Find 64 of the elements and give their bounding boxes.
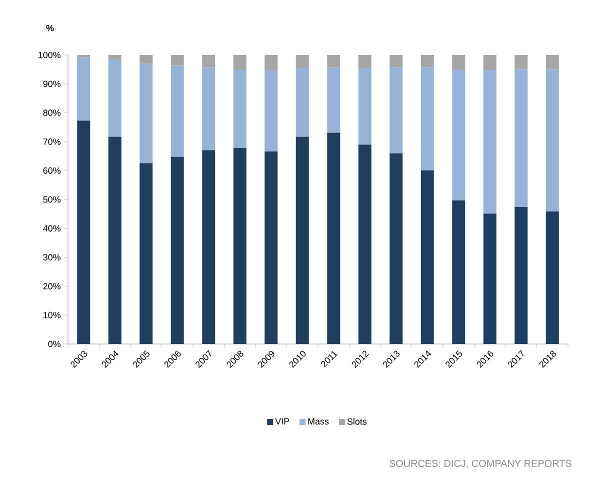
- bar: [483, 54, 496, 70]
- bar: [296, 68, 309, 137]
- y-tick-label: 10%: [44, 312, 60, 318]
- y-tick-label: 100%: [38, 52, 60, 58]
- bar: [452, 70, 466, 200]
- y-tick-label: 40%: [43, 225, 60, 232]
- bar: [390, 54, 403, 68]
- bar: [358, 68, 372, 145]
- bar: [108, 136, 122, 344]
- bar: [233, 70, 246, 148]
- bar: [170, 156, 184, 344]
- bar: [108, 60, 122, 137]
- legend-label: Mass: [308, 418, 329, 425]
- y-axis-title: %: [46, 24, 54, 32]
- bar: [264, 70, 278, 152]
- bar: [202, 68, 216, 150]
- bar: [170, 66, 184, 157]
- y-tick-label: 20%: [43, 283, 60, 290]
- bar: [514, 70, 528, 208]
- bar: [483, 70, 496, 214]
- bar: [546, 70, 559, 212]
- y-tick-label: 80%: [43, 110, 60, 116]
- bar: [202, 150, 216, 344]
- bar: [452, 54, 466, 70]
- bar: [390, 67, 403, 154]
- bar: [420, 67, 434, 170]
- bar: [140, 54, 153, 64]
- bar: [264, 54, 278, 71]
- bar: [514, 54, 528, 70]
- y-tick-label: 50%: [43, 196, 60, 203]
- bar: [327, 132, 340, 344]
- source-note: SOURCES: DICJ, COMPANY REPORTS: [389, 460, 572, 468]
- bar: [546, 54, 559, 70]
- bar: [390, 153, 403, 344]
- bar: [327, 54, 340, 68]
- bar: [140, 163, 153, 344]
- bar: [77, 54, 90, 58]
- bar: [233, 148, 246, 344]
- bar: [546, 211, 559, 344]
- bar: [233, 54, 246, 70]
- bar: [296, 136, 309, 344]
- bar: [202, 54, 216, 68]
- y-tick-label: 60%: [43, 167, 60, 174]
- bar: [483, 214, 496, 344]
- bar: [420, 54, 434, 68]
- y-tick-label: 70%: [43, 138, 60, 145]
- legend-label: Slots: [347, 418, 367, 425]
- bar: [77, 120, 90, 344]
- bar: [452, 200, 466, 344]
- bar: [296, 54, 309, 68]
- bar: [108, 54, 122, 60]
- y-tick-label: 0%: [48, 340, 60, 348]
- bar: [358, 54, 372, 68]
- bar: [514, 207, 528, 344]
- bar: [264, 152, 278, 344]
- y-tick-label: 30%: [43, 254, 60, 260]
- bar: [170, 54, 184, 66]
- y-tick-label: 90%: [43, 80, 60, 88]
- bar: [358, 144, 372, 344]
- bar: [327, 68, 340, 133]
- legend-label: VIP: [275, 418, 290, 424]
- bar: [77, 57, 90, 121]
- bar: [140, 64, 153, 164]
- bar: [420, 170, 434, 344]
